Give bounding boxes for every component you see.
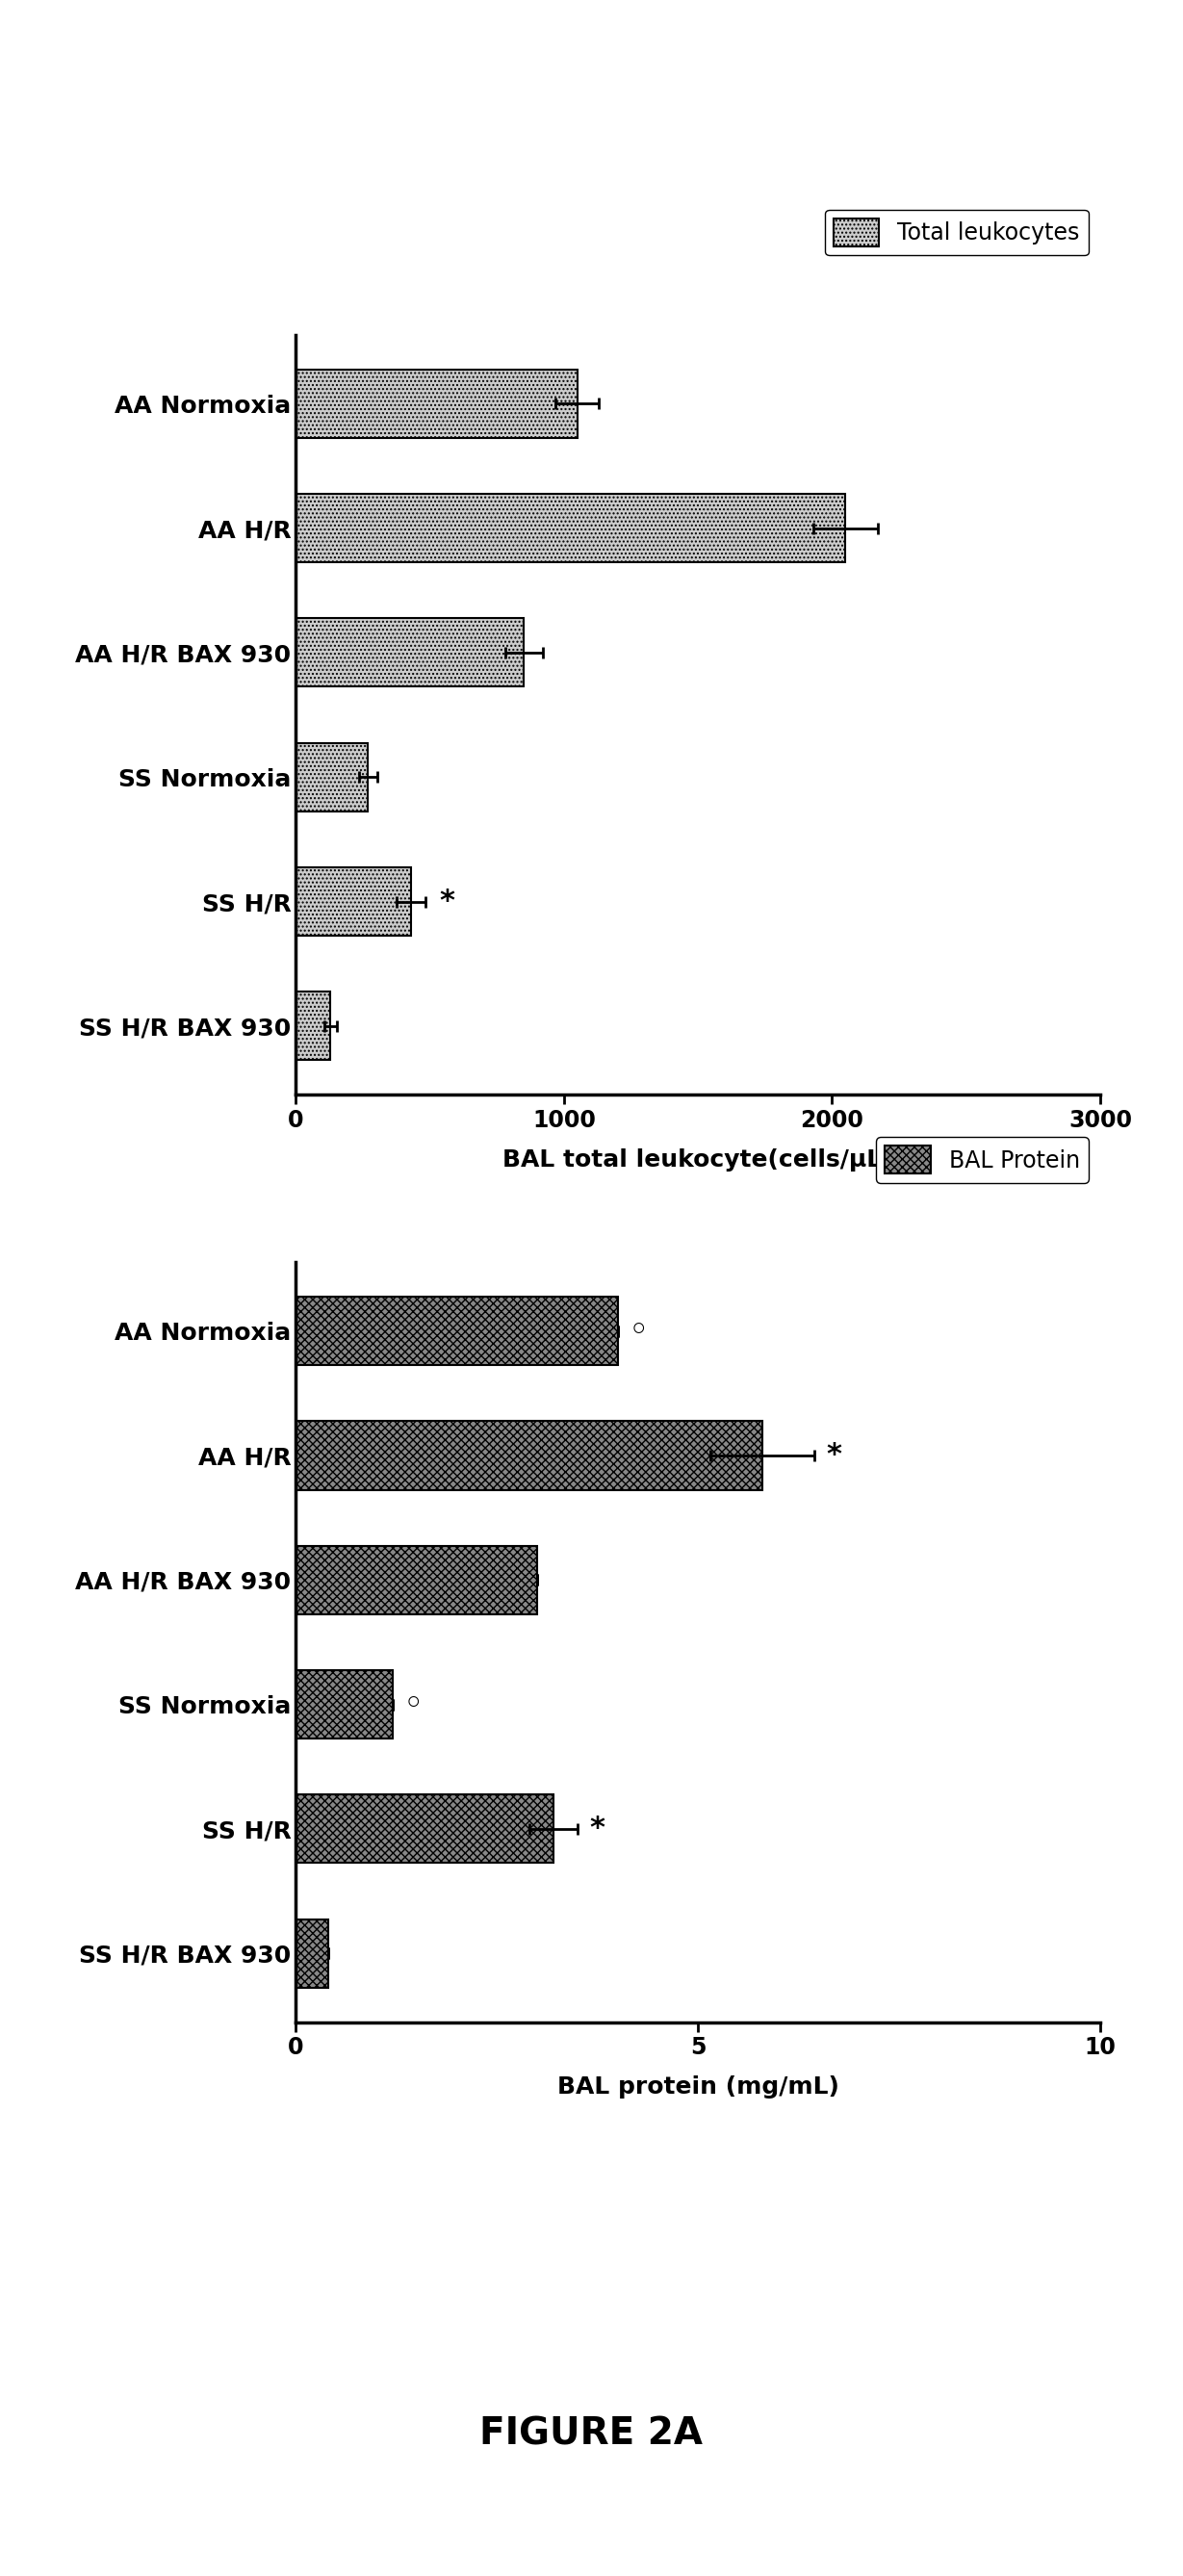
X-axis label: BAL protein (mg/mL): BAL protein (mg/mL)	[557, 2076, 839, 2099]
Text: FIGURE 2A: FIGURE 2A	[480, 2416, 703, 2452]
Bar	[296, 1422, 762, 1489]
Legend: Total leukocytes: Total leukocytes	[825, 209, 1088, 255]
Bar	[296, 368, 577, 438]
Text: *: *	[439, 889, 454, 914]
Bar	[296, 618, 524, 688]
Text: *: *	[827, 1443, 842, 1468]
Bar	[296, 1795, 554, 1862]
Bar	[296, 495, 846, 562]
Text: ◦: ◦	[629, 1316, 648, 1345]
Bar	[296, 1296, 618, 1365]
Bar	[296, 868, 411, 935]
Legend: BAL Protein: BAL Protein	[875, 1136, 1088, 1182]
Bar	[296, 992, 330, 1061]
Bar	[296, 742, 368, 811]
X-axis label: BAL total leukocyte(cells/μL): BAL total leukocyte(cells/μL)	[503, 1149, 893, 1172]
Text: *: *	[589, 1816, 605, 1842]
Text: ◦: ◦	[405, 1690, 424, 1718]
Bar	[296, 1669, 393, 1739]
Bar	[296, 1546, 537, 1615]
Bar	[296, 1919, 328, 1989]
